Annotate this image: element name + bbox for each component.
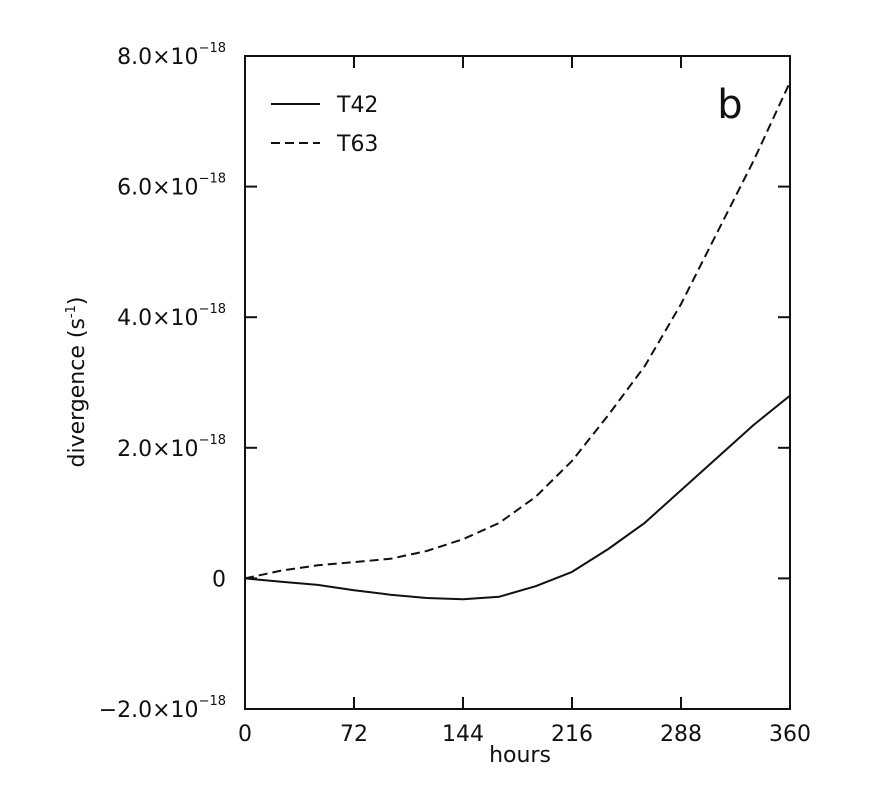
y-tick-exponent-5: −18 bbox=[199, 41, 226, 56]
y-tick-label-4: 6.0×10−18 bbox=[117, 172, 226, 201]
y-axis-title-exponent: -1 bbox=[64, 305, 79, 318]
y-tick-exponent-0: −18 bbox=[199, 694, 226, 709]
y-tick-mantissa-2: 2.0×10 bbox=[117, 437, 198, 462]
x-tick-label-5: 360 bbox=[769, 722, 811, 747]
legend-label-t42: T42 bbox=[336, 93, 378, 118]
y-axis-title-main: divergence (s bbox=[65, 318, 90, 467]
x-ticks: 0 72 144 216 288 360 bbox=[238, 56, 811, 747]
y-axis-title: divergence (s-1) bbox=[64, 297, 90, 468]
y-tick-label-2: 2.0×10−18 bbox=[117, 433, 226, 462]
y-tick-exponent-2: −18 bbox=[199, 433, 226, 448]
y-tick-mantissa-3: 4.0×10 bbox=[117, 306, 198, 331]
x-tick-label-3: 216 bbox=[551, 722, 593, 747]
y-tick-exponent-3: −18 bbox=[199, 302, 226, 317]
x-axis-title: hours bbox=[489, 743, 551, 768]
series-line-t42 bbox=[244, 394, 791, 601]
y-tick-mantissa-5: 8.0×10 bbox=[117, 45, 198, 70]
y-tick-mantissa-4: 6.0×10 bbox=[117, 176, 198, 201]
y-tick-label-0: −2.0×10−18 bbox=[99, 694, 226, 723]
x-tick-label-1: 72 bbox=[340, 722, 368, 747]
y-ticks: −2.0×10−1802.0×10−184.0×10−186.0×10−188.… bbox=[99, 41, 790, 723]
y-tick-label-1: 0 bbox=[212, 567, 226, 592]
x-tick-label-0: 0 bbox=[238, 722, 252, 747]
panel-letter: b bbox=[717, 82, 742, 128]
y-axis-title-close: ) bbox=[65, 297, 90, 306]
x-tick-label-4: 288 bbox=[660, 722, 702, 747]
y-tick-exponent-4: −18 bbox=[199, 172, 226, 187]
series-lines bbox=[244, 81, 791, 601]
x-tick-label-2: 144 bbox=[442, 722, 484, 747]
plot-frame bbox=[244, 55, 791, 710]
series-line-t63 bbox=[244, 81, 791, 580]
y-tick-label-3: 4.0×10−18 bbox=[117, 302, 226, 331]
y-tick-label-5: 8.0×10−18 bbox=[117, 41, 226, 70]
legend-label-t63: T63 bbox=[336, 132, 378, 157]
y-tick-mantissa-1: 0 bbox=[212, 567, 226, 592]
legend: T42 T63 bbox=[271, 93, 378, 157]
y-tick-mantissa-0: −2.0×10 bbox=[99, 698, 199, 723]
